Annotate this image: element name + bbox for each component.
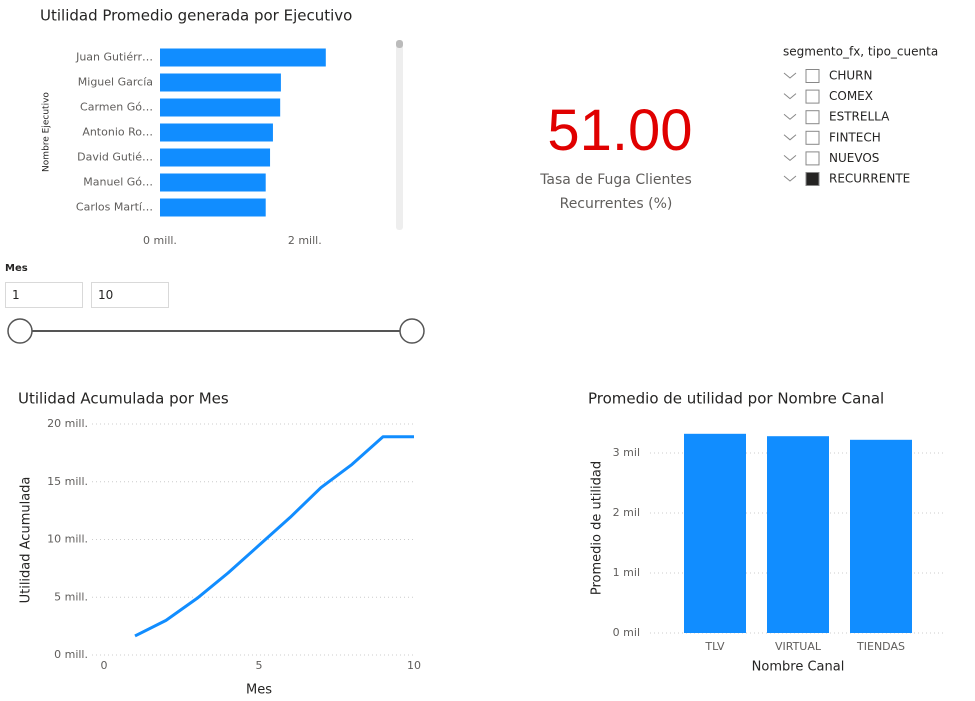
x-axis-title: Mes: [246, 683, 272, 698]
line: [134, 435, 414, 638]
x-tick-label: 0 mill.: [143, 234, 177, 247]
y-tick-label: 1 mil: [613, 566, 640, 579]
chevron: [783, 134, 797, 141]
slicer-item: RECURRENTE: [829, 172, 910, 186]
slicer-item: FINTECH: [829, 130, 881, 144]
checkbox[interactable]: [805, 69, 820, 83]
y-tick-label: 20 mill.: [47, 417, 88, 430]
y-tick-label: Carmen Gó…: [80, 101, 153, 114]
y-tick-label: 10 mill.: [47, 533, 88, 546]
slider-handle[interactable]: [399, 318, 425, 344]
chevron: [783, 175, 797, 182]
chevron: [783, 155, 797, 162]
checkbox[interactable]: [805, 89, 820, 104]
chevron: [783, 93, 797, 100]
x-tick-label: 0: [101, 659, 108, 672]
y-tick-label: Carlos Martí…: [76, 201, 153, 214]
y-tick-label: Manuel Gó…: [83, 176, 153, 189]
slider-handle[interactable]: [7, 318, 33, 344]
y-tick-label: Juan Gutiérr…: [75, 51, 153, 64]
y-tick-label: 5 mill.: [54, 590, 88, 603]
y-tick-label: Miguel García: [78, 76, 153, 89]
y-tick-label: David Gutié…: [77, 151, 153, 164]
slicer-title: segmento_fx, tipo_cuenta: [783, 45, 938, 59]
chart-title: Promedio de utilidad por Nombre Canal: [588, 390, 884, 408]
y-tick-label: 15 mill.: [47, 475, 88, 488]
checkbox[interactable]: [805, 130, 820, 145]
bar: [160, 173, 266, 192]
slicer-title: Mes: [5, 263, 28, 274]
y-tick-label: 0 mill.: [54, 648, 88, 661]
y-axis-title: Nombre Ejecutivo: [42, 92, 52, 172]
chevron: [783, 72, 797, 79]
range-from[interactable]: 1: [5, 282, 83, 308]
bar: [160, 98, 281, 117]
slicer-item: NUEVOS: [829, 151, 879, 165]
scrollbar[interactable]: [396, 40, 403, 230]
bar: [160, 48, 326, 67]
slicer-item: CHURN: [829, 69, 873, 83]
x-axis-title: Nombre Canal: [752, 660, 845, 675]
slicer-item: ESTRELLA: [829, 110, 890, 124]
bar: [160, 73, 281, 92]
range-to[interactable]: 10: [91, 282, 169, 308]
scrollbar-thumb[interactable]: [396, 40, 403, 48]
y-axis-title: Promedio de utilidad: [590, 461, 605, 595]
checkbox[interactable]: [805, 110, 820, 125]
y-tick-label: 0 mil: [613, 626, 640, 639]
x-tick-label: TLV: [704, 640, 725, 653]
x-tick-label: VIRTUAL: [775, 640, 822, 653]
bar: [160, 123, 273, 142]
x-tick-label: 2 mill.: [288, 234, 322, 247]
x-tick-label: TIENDAS: [856, 640, 905, 653]
chart-title: Utilidad Acumulada por Mes: [18, 390, 229, 408]
y-tick-label: 3 mil: [613, 446, 640, 459]
slicer-item: COMEX: [829, 89, 873, 103]
card-label: Tasa de Fuga Clientes Recurrentes (%): [540, 172, 692, 212]
y-axis-title: Utilidad Acumulada: [19, 477, 34, 604]
x-tick-label: 10: [407, 659, 421, 672]
chart-title: Utilidad Promedio generada por Ejecutivo: [40, 7, 352, 25]
x-tick-label: 5: [256, 659, 263, 672]
bar: [767, 436, 829, 633]
bar: [160, 148, 271, 167]
bar: [684, 433, 746, 633]
bar: [850, 439, 912, 633]
card-value: 51.00: [547, 98, 693, 163]
checkbox[interactable]: [805, 172, 820, 186]
checkbox[interactable]: [805, 151, 820, 166]
bar: [160, 198, 266, 217]
y-tick-label: Antonio Ro…: [82, 126, 153, 139]
chevron: [783, 113, 797, 120]
y-tick-label: 2 mil: [613, 506, 640, 519]
